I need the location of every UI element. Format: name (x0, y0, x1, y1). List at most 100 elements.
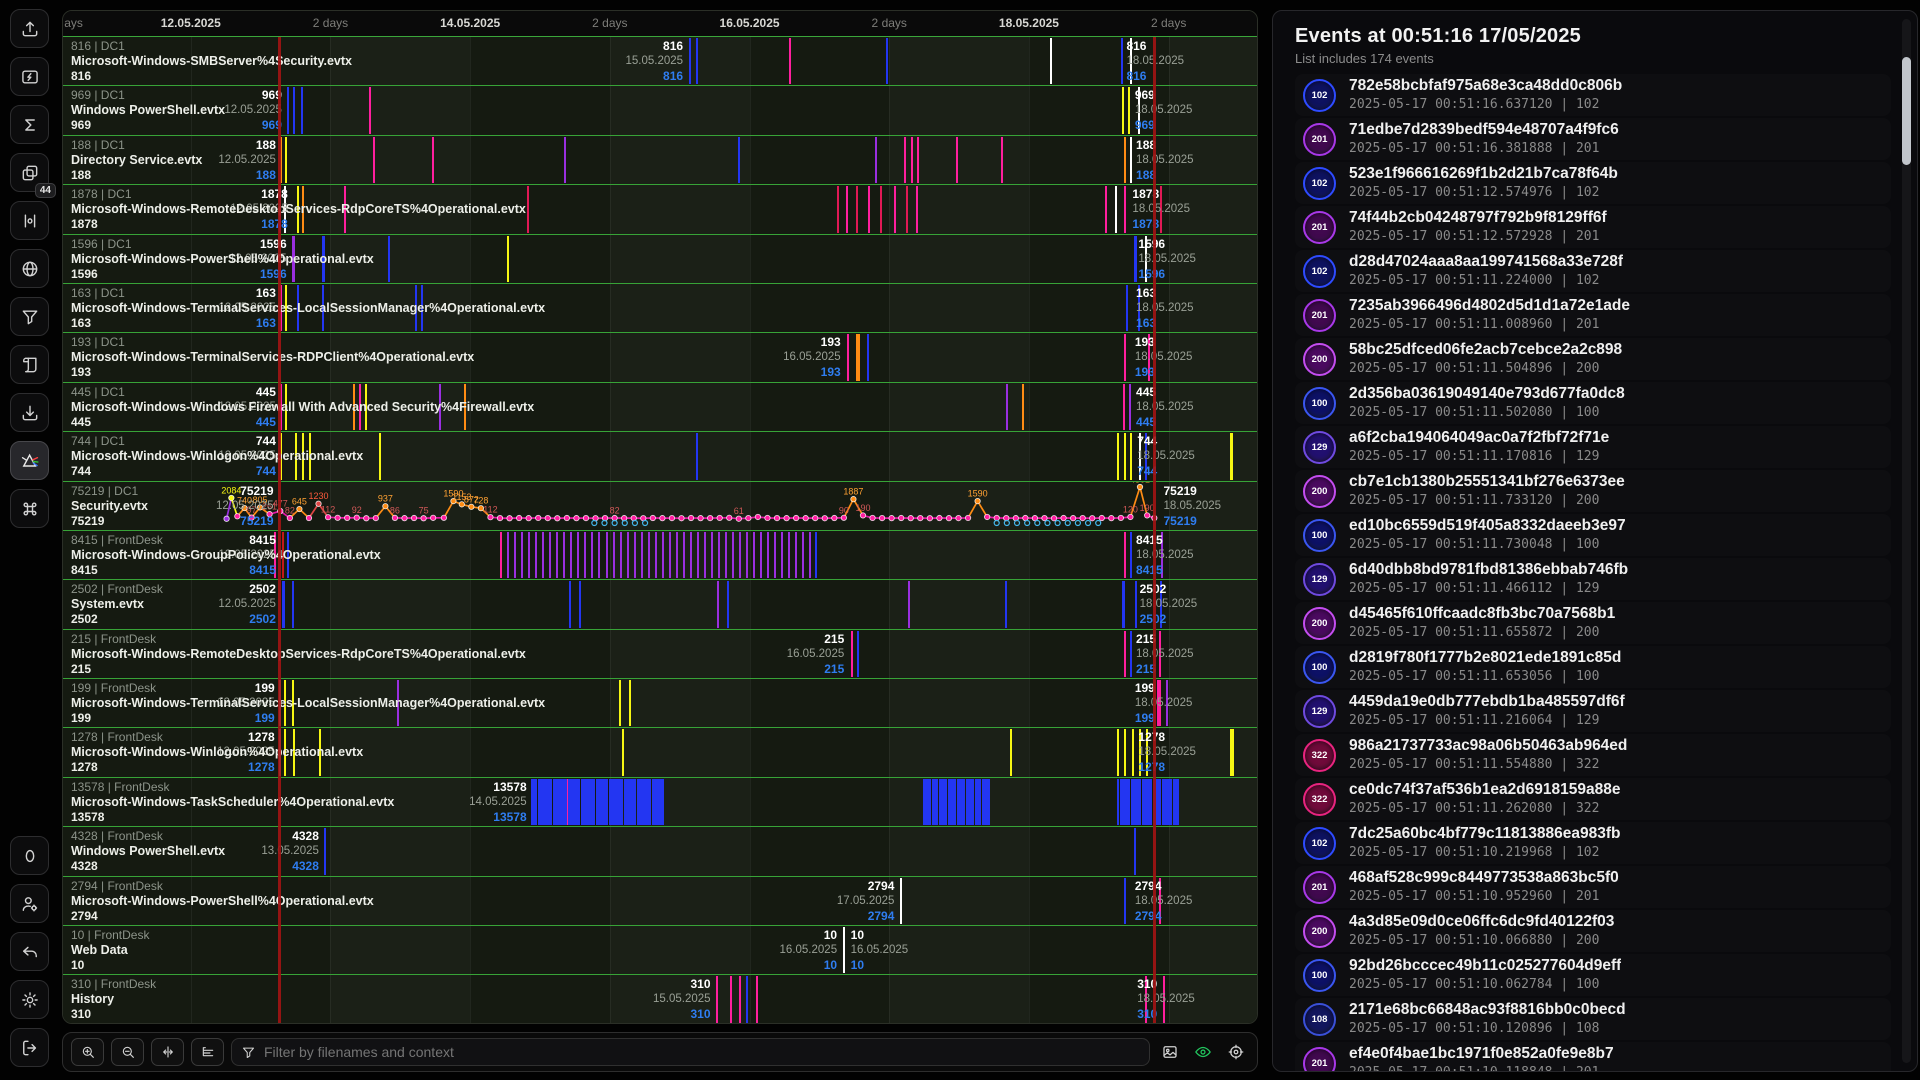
event-list-item[interactable]: 1296d40dbb8bd9781fbd81386ebbab746fb2025-… (1295, 558, 1891, 600)
chart-secondary-point[interactable] (1096, 520, 1101, 525)
chart-point[interactable] (965, 515, 970, 520)
timeline-row[interactable]: 4328 | FrontDeskWindows PowerShell.evtx4… (63, 827, 1257, 876)
sidebar-sigma-button[interactable] (10, 105, 49, 144)
zoom-out-button[interactable] (111, 1038, 144, 1066)
event-tick[interactable] (1121, 38, 1123, 84)
event-tick[interactable] (556, 532, 558, 578)
event-tick[interactable] (432, 137, 434, 183)
event-tick[interactable] (789, 38, 791, 84)
chart-point[interactable] (660, 515, 665, 520)
event-tick[interactable] (563, 532, 565, 578)
chart-point[interactable] (832, 515, 837, 520)
event-tick[interactable] (379, 433, 381, 479)
event-tick[interactable] (851, 631, 853, 677)
event-tick[interactable] (606, 532, 608, 578)
event-tick[interactable] (655, 532, 657, 578)
timeline-row[interactable]: 816 | DC1Microsoft-Windows-SMBServer%4Se… (63, 37, 1257, 86)
event-tick[interactable] (280, 384, 282, 430)
event-tick[interactable] (756, 976, 758, 1022)
event-list-item[interactable]: 201ef4e0f4bae1bc1971f0e852a0fe9e8b72025-… (1295, 1042, 1891, 1072)
chart-point[interactable] (278, 508, 283, 513)
event-tick[interactable] (1122, 87, 1124, 133)
chart-point[interactable] (736, 516, 741, 521)
event-tick[interactable] (1124, 729, 1126, 775)
chart-point[interactable] (392, 515, 397, 520)
event-tick[interactable] (598, 532, 600, 578)
event-tick[interactable] (292, 680, 294, 726)
event-tick[interactable] (282, 581, 285, 627)
chart-point[interactable] (688, 515, 693, 520)
event-tick[interactable] (1139, 433, 1141, 479)
event-tick[interactable] (1130, 137, 1132, 183)
image-button[interactable] (1157, 1039, 1183, 1065)
chart-point[interactable] (889, 515, 894, 520)
event-tick[interactable] (760, 532, 762, 578)
chart-point[interactable] (784, 515, 789, 520)
chart-point[interactable] (707, 515, 712, 520)
event-list-item[interactable]: 322986a21737733ac98a06b50463ab964ed2025-… (1295, 734, 1891, 776)
event-list-item[interactable]: 2017235ab3966496d4802d5d1d1a72e1ade2025-… (1295, 294, 1891, 336)
zoom-in-button[interactable] (71, 1038, 104, 1066)
event-tick[interactable] (297, 186, 299, 232)
event-tick[interactable] (696, 38, 698, 84)
event-tick[interactable] (302, 433, 304, 479)
event-tick[interactable] (507, 532, 509, 578)
event-tick[interactable] (1145, 433, 1147, 479)
event-tick[interactable] (716, 976, 718, 1022)
eye-button[interactable] (1190, 1039, 1216, 1065)
event-tick[interactable] (292, 236, 295, 282)
event-tick[interactable] (319, 729, 321, 775)
chart-point[interactable] (717, 515, 722, 520)
event-tick[interactable] (535, 532, 537, 578)
event-list-item[interactable]: 1294459da19e0db777ebdb1ba485597df6f2025-… (1295, 690, 1891, 732)
chart-point[interactable] (224, 516, 229, 521)
chart-point[interactable] (1152, 515, 1157, 520)
chart-point[interactable] (1099, 515, 1104, 520)
sidebar-prism-button[interactable] (10, 441, 49, 480)
event-tick[interactable] (1126, 285, 1128, 331)
event-tick[interactable] (795, 532, 797, 578)
event-tick[interactable] (388, 236, 390, 282)
event-list-item[interactable]: 201468af528c999c8449773538a863bc5f02025-… (1295, 866, 1891, 908)
event-tick[interactable] (886, 38, 888, 84)
timeline-row[interactable]: 10 | FrontDeskWeb Data101016.05.20251010… (63, 926, 1257, 975)
chart-point[interactable] (325, 514, 330, 519)
event-tick[interactable] (641, 532, 643, 578)
chart-secondary-point[interactable] (1025, 520, 1030, 525)
event-tick[interactable] (739, 532, 741, 578)
event-tick[interactable] (988, 779, 990, 825)
event-tick[interactable] (1135, 581, 1137, 627)
event-tick[interactable] (746, 976, 748, 1022)
event-tick[interactable] (1117, 433, 1119, 479)
event-tick[interactable] (591, 532, 593, 578)
chart-point[interactable] (297, 506, 302, 511)
event-tick[interactable] (917, 137, 919, 183)
event-list-item[interactable]: 20058bc25dfced06fe2acb7cebce2a2c8982025-… (1295, 338, 1891, 380)
chart-point[interactable] (927, 515, 932, 520)
event-tick[interactable] (847, 334, 849, 380)
chart-point[interactable] (1118, 515, 1123, 520)
chart-secondary-point[interactable] (994, 520, 999, 525)
sidebar-command-button[interactable] (10, 489, 49, 528)
chart-point[interactable] (822, 515, 827, 520)
chart-point[interactable] (1042, 515, 1047, 520)
event-list-item[interactable]: 100d2819f780f1777b2e8021ede1891c85d2025-… (1295, 646, 1891, 688)
event-tick[interactable] (284, 729, 286, 775)
event-tick[interactable] (373, 137, 375, 183)
event-tick[interactable] (1130, 38, 1132, 84)
event-tick[interactable] (809, 532, 811, 578)
event-tick[interactable] (739, 976, 741, 1022)
security-events-chart[interactable]: 2084740978052614778264512301129293786751… (63, 482, 1257, 531)
chart-secondary-point[interactable] (622, 520, 627, 525)
timeline-row[interactable]: 75219 | DC1Security.evtx752197521912.05.… (63, 482, 1257, 531)
chart-point[interactable] (918, 515, 923, 520)
event-tick[interactable] (894, 186, 896, 232)
event-tick[interactable] (634, 532, 636, 578)
event-tick[interactable] (1050, 38, 1052, 84)
event-tick[interactable] (669, 532, 671, 578)
timeline-row[interactable]: 163 | DC1Microsoft-Windows-TerminalServi… (63, 284, 1257, 333)
chart-point[interactable] (994, 515, 999, 520)
chart-secondary-point[interactable] (1045, 520, 1050, 525)
event-tick[interactable] (856, 186, 858, 232)
chart-secondary-point[interactable] (1065, 520, 1070, 525)
